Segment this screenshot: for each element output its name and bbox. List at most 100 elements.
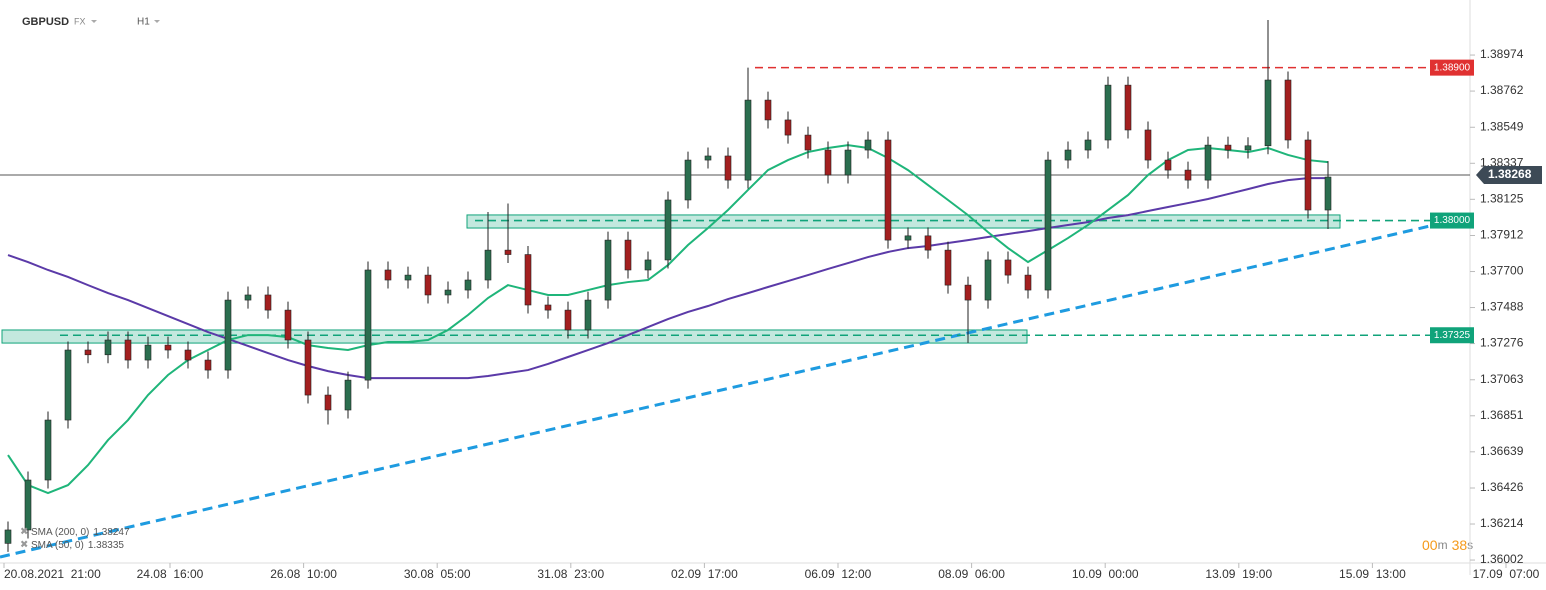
y-tick-label: 1.36002	[1480, 552, 1524, 566]
candle-body	[1144, 129, 1152, 161]
dropdown-caret[interactable]	[154, 20, 160, 23]
x-tick-label: 26.08 10:00	[270, 567, 337, 581]
interval[interactable]: H1	[137, 17, 150, 28]
candle-body	[164, 344, 172, 351]
candle-body	[424, 274, 432, 296]
market[interactable]: FX	[74, 16, 86, 26]
x-tick-label: 06.09 12:00	[805, 567, 872, 581]
y-tick-label: 1.36426	[1480, 480, 1524, 494]
candle-body	[884, 139, 892, 241]
candle-body	[1304, 139, 1312, 211]
legend-close: ✖	[20, 527, 28, 538]
y-tick-label: 1.37912	[1480, 228, 1524, 242]
legend-close: ✖	[20, 540, 28, 551]
y-tick-label: 1.38125	[1480, 191, 1524, 205]
candle-body	[684, 159, 692, 201]
timer: 00m38s	[1422, 537, 1473, 553]
candle-body	[4, 529, 12, 544]
candle-body	[1264, 79, 1272, 147]
candle-body	[264, 294, 272, 311]
candle-body	[824, 149, 832, 176]
candle-body	[244, 294, 252, 301]
candle-body	[304, 339, 312, 396]
candle-body	[1024, 274, 1032, 291]
candle-body	[204, 359, 212, 371]
x-tick-label: 20.08.2021 21:00	[4, 567, 101, 581]
legend-entry: SMA (50, 0) 1.38335	[31, 540, 124, 551]
candle-body	[1084, 139, 1092, 151]
candle-body	[604, 239, 612, 301]
candle-body	[1044, 159, 1052, 291]
candle-body	[964, 284, 972, 301]
level-label: 1.38000	[1434, 215, 1471, 226]
candle-body	[484, 249, 492, 281]
y-tick-label: 1.36851	[1480, 408, 1524, 422]
y-tick-label: 1.37700	[1480, 264, 1524, 278]
candle-body	[1104, 84, 1112, 141]
level-label-box	[1430, 59, 1474, 76]
x-tick-label: 08.09 06:00	[938, 567, 1005, 581]
candle-body	[44, 419, 52, 481]
legend-entry: SMA (200, 0) 1.38247	[31, 527, 130, 538]
x-tick-label: 13.09 19:00	[1205, 567, 1272, 581]
candle-body	[904, 235, 912, 241]
candle-body	[524, 254, 532, 306]
x-tick-label: 02.09 17:00	[671, 567, 738, 581]
candle-body	[844, 149, 852, 176]
x-tick-label: 10.09 00:00	[1072, 567, 1139, 581]
y-tick-label: 1.36214	[1480, 516, 1524, 530]
candle-body	[944, 249, 952, 286]
candle-body	[564, 309, 572, 331]
candle-body	[284, 309, 292, 341]
y-tick-label: 1.36639	[1480, 444, 1524, 458]
candle-body	[104, 339, 112, 356]
candle-body	[1324, 176, 1332, 211]
candle-body	[144, 344, 152, 361]
timer-minutes: 00	[1422, 537, 1438, 553]
candle-body	[644, 259, 652, 271]
candle-body	[784, 119, 792, 136]
legend-name: SMA (50, 0)	[31, 540, 84, 551]
candle-body	[184, 349, 192, 361]
legend-value: 1.38247	[93, 527, 130, 538]
candle-body	[124, 339, 132, 361]
dropdown-caret[interactable]	[91, 20, 97, 23]
candle-body	[744, 99, 752, 181]
x-tick-label: 15.09 13:00	[1339, 567, 1406, 581]
y-tick-label: 1.37488	[1480, 300, 1524, 314]
candle-body	[364, 269, 372, 381]
candle-body	[624, 239, 632, 271]
current-price-label: 1.38268	[1488, 167, 1532, 181]
candle-body	[384, 269, 392, 281]
candle-body	[1244, 145, 1252, 151]
candle-body	[504, 249, 512, 255]
candle-body	[864, 139, 872, 151]
candle-body	[1064, 149, 1072, 161]
zone	[466, 214, 1341, 229]
symbol[interactable]: GBPUSD	[22, 16, 69, 28]
y-tick-label: 1.37063	[1480, 372, 1524, 386]
y-tick-label: 1.38974	[1480, 47, 1524, 61]
candle-body	[444, 289, 452, 296]
candle-body	[464, 279, 472, 291]
zone	[1, 329, 1028, 344]
legend-value: 1.38335	[88, 540, 125, 551]
candle-body	[704, 155, 712, 161]
x-tick-label: 24.08 16:00	[137, 567, 204, 581]
level-label: 1.37325	[1434, 330, 1471, 341]
level-label-box	[1430, 327, 1474, 344]
candle-body	[1004, 259, 1012, 276]
candle-body	[1224, 144, 1232, 151]
candle-body	[24, 479, 32, 531]
y-tick-label: 1.38549	[1480, 119, 1524, 133]
timer-seconds: 38	[1452, 537, 1468, 553]
timer-m: m	[1438, 538, 1448, 552]
candle-body	[344, 379, 352, 411]
candle-body	[764, 99, 772, 121]
candle-body	[544, 304, 552, 311]
y-tick-label: 1.38337	[1480, 155, 1524, 169]
x-tick-label: 30.08 05:00	[404, 567, 471, 581]
candle-body	[324, 394, 332, 411]
level-label: 1.38900	[1434, 62, 1471, 73]
